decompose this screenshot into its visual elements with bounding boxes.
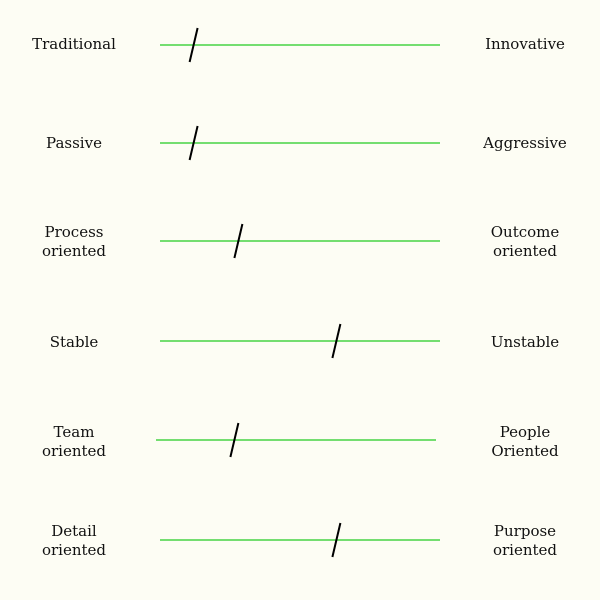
left-pole-label: Passive [46,133,102,152]
scale-marker [188,125,199,161]
left-pole-label: Traditional [32,34,116,53]
scale-row-5: Team oriented People Oriented [0,402,600,482]
scale-marker [233,223,244,259]
right-pole-label: Innovative [485,34,565,53]
scale-row-6: Detail oriented Purpose oriented [0,501,600,581]
right-pole-label: Purpose oriented [492,522,558,559]
scale-track [160,323,440,359]
left-pole-label: Process oriented [41,223,107,260]
scale-row-3: Process oriented Outcome oriented [0,202,600,282]
scale-marker [188,27,199,63]
left-pole-label: Team oriented [41,423,107,460]
scale-track [160,223,440,259]
right-pole-label: Outcome oriented [490,223,560,260]
scale-track [160,522,440,558]
scale-row-4: Stable Unstable [0,302,600,382]
scale-track [160,27,440,63]
right-pole-label: People Oriented [491,423,559,460]
scale-track [160,125,440,161]
left-pole-label: Stable [49,332,99,351]
scale-row-1: Traditional Innovative [0,4,600,84]
scale-track [156,422,436,458]
scale-row-2: Passive Aggressive [0,103,600,183]
right-pole-label: Aggressive [483,133,567,152]
scale-marker [331,323,342,359]
left-pole-label: Detail oriented [41,522,107,559]
scale-marker [331,522,342,558]
right-pole-label: Unstable [490,332,560,351]
scale-marker [229,422,240,458]
